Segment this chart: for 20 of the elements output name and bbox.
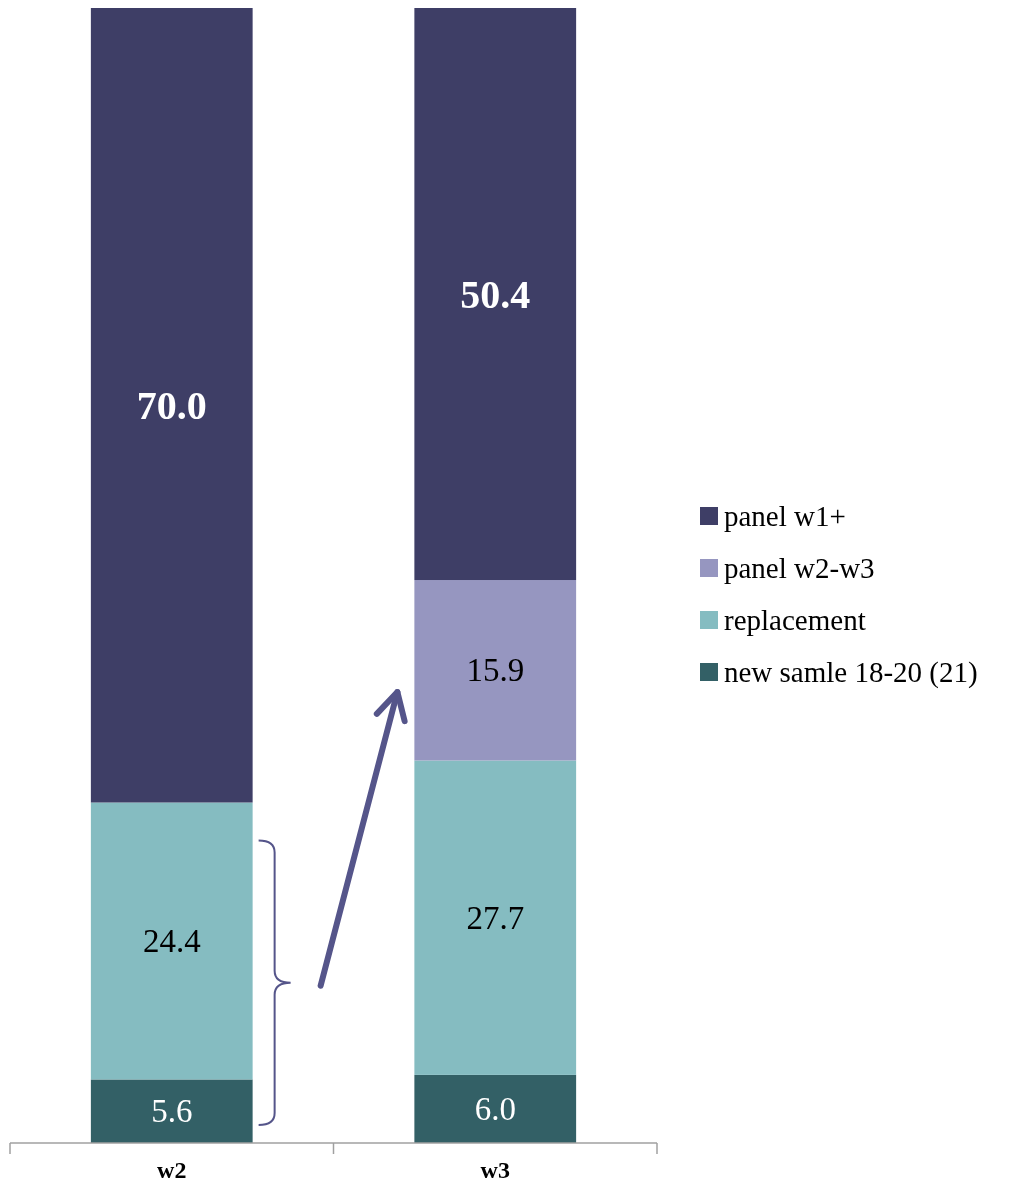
data-label: 70.0 (136, 382, 207, 428)
legend-label: panel w2-w3 (724, 552, 875, 584)
data-label: 27.7 (466, 899, 525, 936)
legend-label: new samle 18-20 (21) (724, 656, 978, 689)
bar (414, 760, 577, 1075)
data-label: 15.9 (466, 652, 525, 689)
data-label: 5.6 (151, 1093, 193, 1130)
legend-label: replacement (724, 604, 866, 636)
bar (414, 8, 577, 581)
legend-label: panel w1+ (724, 500, 846, 532)
data-label: 50.4 (460, 271, 531, 317)
bar (414, 1074, 577, 1143)
bar (90, 802, 253, 1080)
x-tick-label: w3 (480, 1157, 510, 1183)
x-tick-label: w2 (157, 1157, 187, 1183)
bar (90, 8, 253, 803)
bar (414, 580, 577, 761)
data-label: 24.4 (142, 922, 201, 959)
bar (90, 1079, 253, 1143)
data-label: 6.0 (474, 1090, 516, 1127)
